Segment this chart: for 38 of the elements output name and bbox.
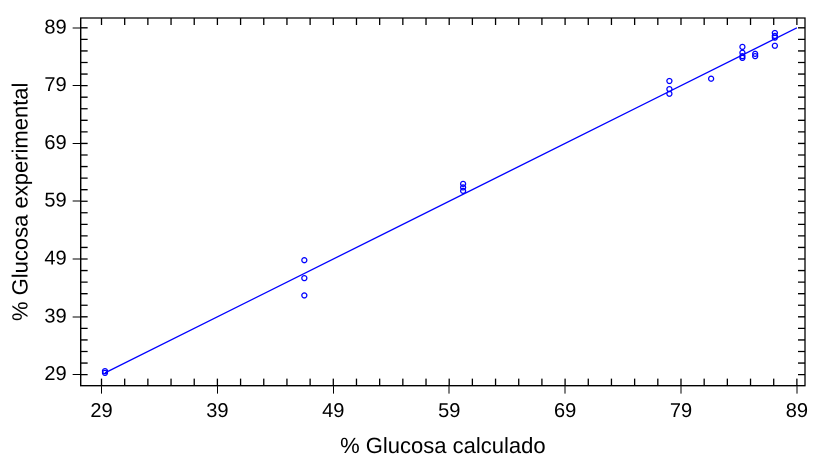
- point: [752, 50, 758, 57]
- y-tick-label: 79: [44, 74, 67, 96]
- y-axis-title: % Glucosa experimental: [7, 82, 32, 322]
- point: [772, 34, 778, 41]
- point: [772, 42, 778, 49]
- x-tick-label: 39: [206, 400, 229, 422]
- x-tick-label: 29: [90, 400, 113, 422]
- x-axis-title: % Glucosa calculado: [340, 432, 546, 458]
- point: [739, 44, 746, 50]
- y-tick-label: 49: [44, 248, 67, 270]
- y-tick-label: 69: [44, 132, 67, 154]
- y-tick-label: 29: [44, 363, 67, 386]
- point: [102, 368, 108, 374]
- point: [739, 52, 746, 60]
- y-tick-label: 89: [44, 16, 67, 38]
- point: [460, 188, 466, 194]
- point: [666, 90, 673, 97]
- point: [666, 86, 673, 92]
- point: [772, 32, 778, 40]
- point: [301, 257, 308, 264]
- point: [301, 292, 308, 299]
- x-tick-label: 59: [438, 400, 460, 422]
- x-tick-label: 49: [322, 400, 344, 422]
- x-tick-label: 69: [554, 400, 576, 422]
- point: [739, 54, 746, 62]
- point: [301, 274, 308, 282]
- point: [708, 76, 714, 82]
- y-tick-label: 39: [44, 305, 67, 328]
- point: [752, 52, 758, 60]
- x-tick-label: 89: [786, 400, 808, 422]
- point: [102, 370, 108, 376]
- point: [772, 30, 778, 36]
- point: [460, 180, 466, 188]
- point: [666, 78, 673, 84]
- point: [739, 50, 746, 56]
- y-tick-label: 59: [44, 190, 67, 212]
- point: [460, 184, 466, 190]
- x-tick-label: 79: [670, 400, 692, 422]
